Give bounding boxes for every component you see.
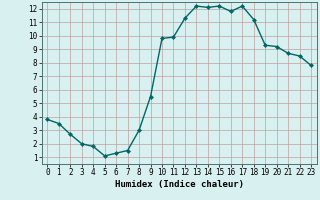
X-axis label: Humidex (Indice chaleur): Humidex (Indice chaleur)	[115, 180, 244, 189]
